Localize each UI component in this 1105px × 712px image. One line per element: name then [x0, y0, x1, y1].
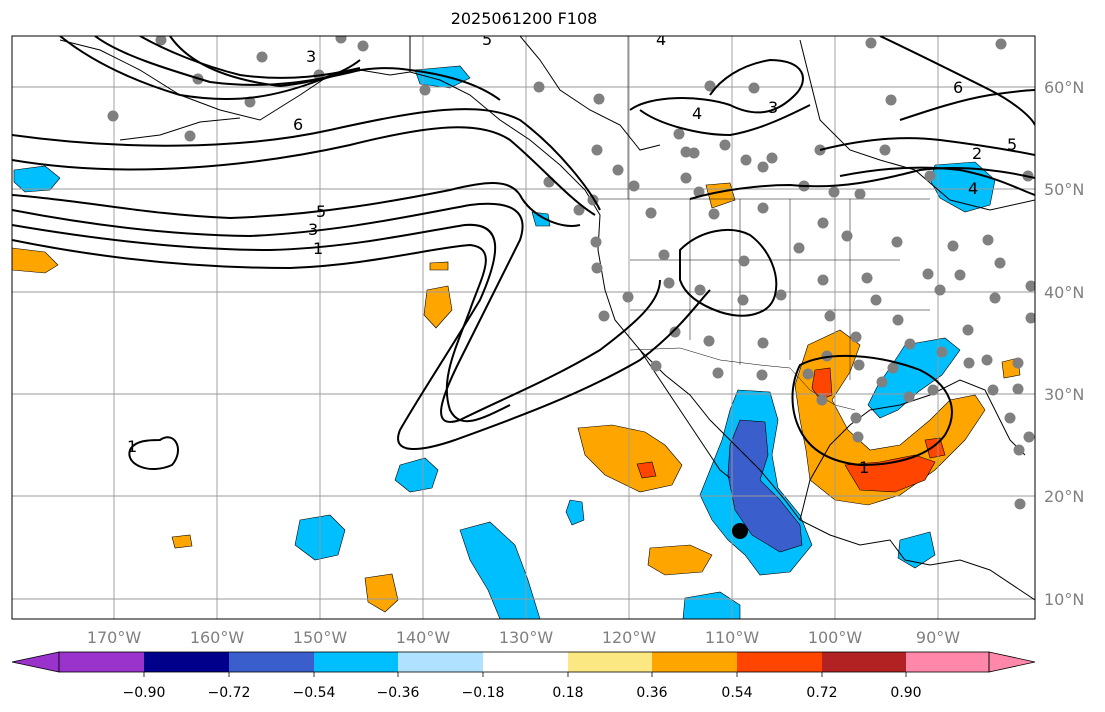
negative-anomaly-pnw	[531, 211, 551, 227]
colorbar-segment	[652, 652, 737, 672]
colorbar-label: 0.72	[806, 685, 837, 701]
negative-anomaly-central-am	[897, 531, 936, 569]
colorbar-extend-high	[988, 651, 1036, 673]
contour-label: 3	[306, 47, 316, 66]
contour-label: 6	[953, 78, 963, 97]
strong-positive-florida	[924, 437, 946, 459]
contour-label: 4	[692, 104, 702, 123]
contour-label: 4	[656, 30, 666, 49]
lon-label: 100°W	[808, 628, 863, 647]
graticule	[12, 36, 1035, 619]
contour-label: 5	[316, 202, 326, 221]
positive-anomaly-pacific-6	[364, 573, 399, 613]
colorbar-segment	[398, 652, 483, 672]
contour-label: 1	[313, 239, 323, 258]
negative-anomaly-pacific-1	[459, 521, 541, 619]
contour-label: 3	[308, 220, 318, 239]
colorbar-label: −0.54	[293, 685, 336, 701]
positive-anomaly-westpac	[12, 247, 59, 274]
lon-label: 130°W	[499, 628, 554, 647]
map-panel: 3 5 6 3 1 4 3 2 6 5 4 1 1 4 5	[12, 30, 1035, 619]
contour-label: 2	[972, 144, 982, 163]
positive-anomaly-small-2	[429, 261, 449, 271]
colorbar-segment	[144, 652, 229, 672]
location-marker	[732, 523, 748, 539]
contour-label: 1	[127, 437, 137, 456]
colorbar-segment	[906, 652, 989, 672]
negative-anomaly-alaska	[414, 65, 471, 89]
colorbar-label: 0.54	[721, 685, 752, 701]
station-dots	[107, 36, 1035, 510]
coastlines	[59, 36, 1035, 601]
lon-label: 90°W	[916, 628, 960, 647]
lon-label: 150°W	[293, 628, 348, 647]
colorbar-segment	[737, 652, 822, 672]
map-frame	[11, 35, 1036, 620]
colorbar-label: −0.72	[208, 685, 251, 701]
positive-anomaly-small-1	[171, 534, 193, 549]
colorbar-segment	[483, 652, 568, 672]
colorbar-segment	[568, 652, 652, 672]
colorbar-label: −0.18	[462, 685, 505, 701]
colorbar: −0.90 −0.72 −0.54 −0.36 −0.18 0.18 0.36 …	[11, 651, 1036, 701]
lat-label: 30°N	[1044, 385, 1084, 404]
lat-label: 40°N	[1044, 283, 1084, 302]
positive-anomaly-pacific-7	[423, 285, 453, 329]
colorbar-segment	[314, 652, 398, 672]
positive-anomaly-pacific-5	[647, 544, 713, 576]
contour-label: 5	[482, 30, 492, 49]
negative-anomaly-pacific-3	[394, 457, 439, 493]
contour-label: 4	[968, 179, 978, 198]
colorbar-label: −0.36	[377, 685, 420, 701]
lon-label: 160°W	[190, 628, 245, 647]
colorbar-label: 0.90	[890, 685, 921, 701]
contour-label: 3	[768, 98, 778, 117]
contour-lines	[12, 36, 1035, 470]
lon-label: 140°W	[396, 628, 451, 647]
colorbar-segment	[229, 652, 314, 672]
colorbar-segment	[822, 652, 906, 672]
contour-label: 6	[293, 115, 303, 134]
lon-label: 110°W	[705, 628, 760, 647]
lat-label: 20°N	[1044, 487, 1084, 506]
lon-label: 170°W	[87, 628, 142, 647]
strong-negative-mexico	[727, 419, 803, 553]
lon-label: 120°W	[602, 628, 657, 647]
strong-positive-offshore	[636, 461, 657, 479]
colorbar-outline	[58, 651, 990, 673]
contour-label: 1	[859, 458, 869, 477]
political-borders	[598, 36, 930, 411]
lat-label: 50°N	[1044, 180, 1084, 199]
colorbar-label: −0.90	[123, 685, 166, 701]
colorbar-segment	[59, 652, 144, 672]
longitude-labels: 170°W 160°W 150°W 140°W 130°W 120°W 110°…	[87, 628, 960, 647]
lat-label: 10°N	[1044, 590, 1084, 609]
latitude-labels: 60°N 50°N 40°N 30°N 20°N 10°N	[1044, 78, 1084, 609]
contour-labels: 3 5 6 3 1 4 3 2 6 5 4 1 1 4 5	[127, 30, 1017, 477]
colorbar-label: 0.36	[636, 685, 667, 701]
map-title: 2025061200 F108	[450, 9, 598, 28]
lat-label: 60°N	[1044, 78, 1084, 97]
colorbar-label: 0.18	[552, 685, 583, 701]
negative-anomaly-westpac	[13, 165, 61, 193]
negative-anomaly-baja	[565, 499, 585, 526]
colorbar-extend-low	[11, 651, 60, 673]
contour-label: 5	[1007, 135, 1017, 154]
